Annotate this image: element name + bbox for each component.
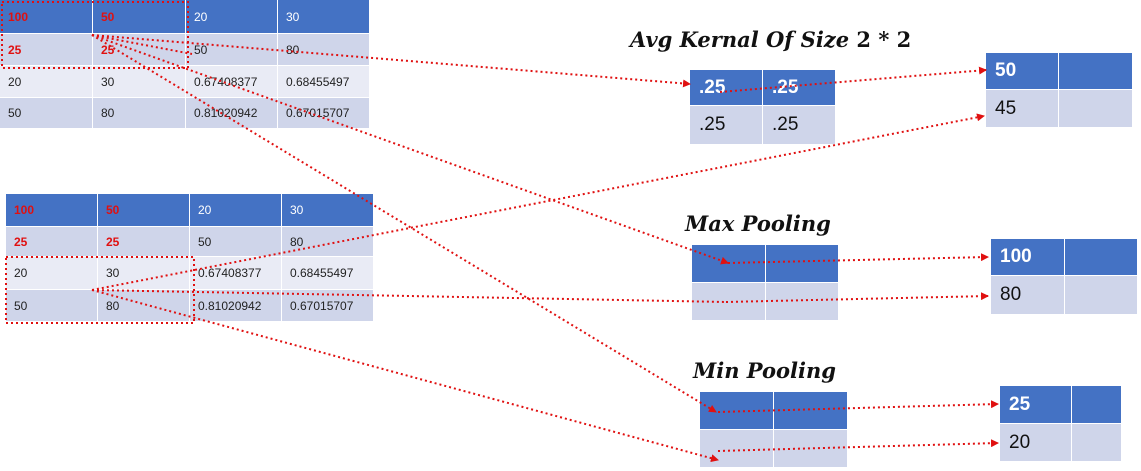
table-cell: 50 xyxy=(98,194,190,227)
max-pooling-title: Max Pooling xyxy=(685,211,831,236)
table-cell: 25 xyxy=(98,227,190,257)
table-cell: 50 xyxy=(6,290,98,322)
arrow-max-result-2 xyxy=(725,292,989,303)
arrow-min-result-2 xyxy=(717,439,999,452)
result-cell: 50 xyxy=(986,53,1059,90)
table-cell: 100 xyxy=(0,0,93,34)
pool-cell xyxy=(692,245,766,283)
result-cell-empty xyxy=(1065,276,1138,315)
table-cell: 30 xyxy=(278,0,370,34)
pool-cell xyxy=(692,283,766,321)
min-pooling-title: Min Pooling xyxy=(693,358,836,383)
table-cell: 25 xyxy=(0,34,93,66)
selection-box-top xyxy=(1,1,189,69)
arrow-max-result-1 xyxy=(727,253,989,264)
arrow-to-min xyxy=(91,34,717,413)
arrow-to-max xyxy=(91,34,729,265)
table-cell: 20 xyxy=(6,257,98,290)
arrow-segment xyxy=(91,34,193,55)
table-cell: 0.81020942 xyxy=(190,290,282,322)
pool-cell xyxy=(766,283,839,321)
table-cell: 30 xyxy=(98,257,190,290)
kernel-cell: .25 xyxy=(763,106,836,145)
table-cell: 25 xyxy=(6,227,98,257)
result-cell: 45 xyxy=(986,90,1059,128)
result-cell-empty xyxy=(1059,90,1133,128)
result-cell: 80 xyxy=(991,276,1065,315)
table-cell: 50 xyxy=(93,0,186,34)
result-cell: 25 xyxy=(1000,386,1072,424)
table-cell: 20 xyxy=(186,0,278,34)
arrow-bottom-to-min xyxy=(91,289,719,463)
result-cell-empty xyxy=(1072,386,1122,424)
avg-kernel-title-text: Avg Kernal Of Size xyxy=(630,27,850,52)
kernel-cell: .25 xyxy=(690,70,763,106)
arrow-bottom-to-max xyxy=(91,289,727,303)
table-cell: 20 xyxy=(190,194,282,227)
pool-cell xyxy=(774,392,848,430)
table-cell: 80 xyxy=(98,290,190,322)
result-cell-empty xyxy=(1059,53,1133,90)
result-cell-empty xyxy=(1065,239,1138,276)
table-cell: 80 xyxy=(282,227,374,257)
table-cell: 30 xyxy=(282,194,374,227)
pool-cell xyxy=(774,430,848,468)
table-cell: 20 xyxy=(0,66,93,98)
table-cell: 80 xyxy=(93,98,186,129)
selection-box-bottom xyxy=(5,256,195,324)
table-cell: 100 xyxy=(6,194,98,227)
arrow-avg-result-1 xyxy=(719,66,987,93)
pool-cell xyxy=(766,245,839,283)
arrow-to-avg xyxy=(91,34,691,88)
arrow-min-result-1 xyxy=(717,400,999,413)
arrow-avg-result-2 xyxy=(91,113,985,291)
table-cell: 50 xyxy=(0,98,93,129)
table-cell: 0.81020942 xyxy=(186,98,278,129)
result-cell: 20 xyxy=(1000,424,1072,462)
table-cell: 50 xyxy=(190,227,282,257)
table-cell: 50 xyxy=(186,34,278,66)
result-cell: 100 xyxy=(991,239,1065,276)
table-cell: 0.68455497 xyxy=(278,66,370,98)
kernel-cell: .25 xyxy=(690,106,763,145)
table-cell: 0.67015707 xyxy=(278,98,370,129)
table-cell: 0.68455497 xyxy=(282,257,374,290)
result-cell-empty xyxy=(1072,424,1122,462)
table-cell: 25 xyxy=(93,34,186,66)
table-cell: 0.67408377 xyxy=(190,257,282,290)
table-cell: 80 xyxy=(278,34,370,66)
avg-kernel-size: 2 * 2 xyxy=(856,27,912,52)
avg-kernel-title: Avg Kernal Of Size 2 * 2 xyxy=(630,27,911,52)
